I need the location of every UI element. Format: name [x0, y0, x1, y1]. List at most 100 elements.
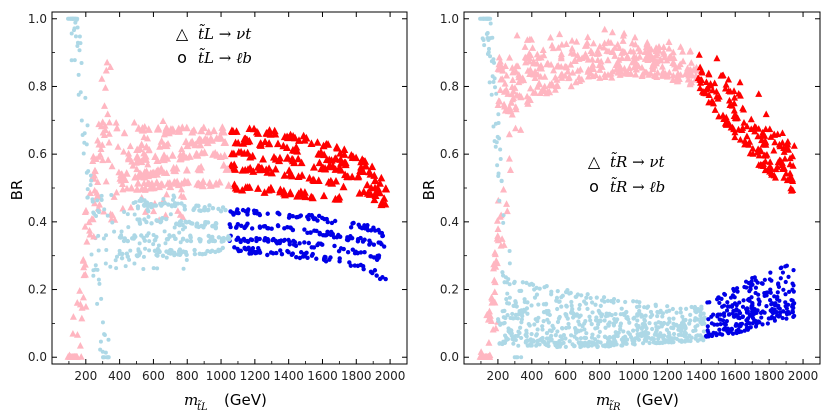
data-point-circle [530, 282, 536, 287]
data-point-circle [239, 223, 244, 229]
data-point-circle [188, 238, 194, 244]
right-y-ticks: 0.0 0.2 0.4 0.6 0.8 1.0 [440, 12, 820, 364]
data-point-circle [560, 336, 565, 342]
data-point-triangle [145, 146, 153, 154]
data-point-circle [103, 261, 108, 266]
data-point-triangle [283, 154, 292, 162]
data-point-triangle [144, 125, 153, 133]
data-point-circle [151, 266, 156, 271]
data-point-circle [566, 321, 571, 327]
data-point-circle [655, 309, 660, 315]
data-point-triangle [526, 54, 534, 61]
data-point-triangle [570, 57, 578, 64]
x-tick-label: 1000 [618, 369, 649, 383]
data-point-triangle [628, 39, 636, 47]
data-point-triangle [546, 88, 554, 96]
data-point-triangle [340, 145, 349, 153]
data-point-triangle [746, 149, 754, 157]
data-point-circle [91, 273, 96, 278]
data-point-triangle [126, 142, 134, 150]
data-point-triangle [709, 86, 717, 94]
data-point-triangle [498, 63, 506, 70]
data-point-circle [205, 220, 211, 225]
data-point-circle [532, 322, 537, 327]
data-point-circle [584, 331, 589, 336]
data-point-triangle [230, 160, 239, 169]
data-point-triangle [231, 138, 240, 147]
data-point-circle [109, 193, 114, 198]
data-point-circle [282, 226, 287, 231]
data-point-triangle [492, 257, 500, 264]
data-point-circle [368, 240, 373, 246]
data-point-circle [357, 224, 363, 230]
data-point-circle [627, 320, 632, 325]
data-point-circle [238, 239, 243, 245]
data-point-circle [172, 250, 177, 256]
data-point-circle [635, 324, 640, 329]
data-point-circle [72, 58, 77, 63]
data-point-triangle [110, 193, 118, 200]
data-point-triangle [121, 129, 129, 137]
data-point-triangle [490, 264, 498, 272]
data-point-triangle [339, 182, 348, 191]
data-point-triangle [120, 147, 128, 155]
data-point-triangle [486, 314, 494, 321]
data-point-circle [184, 258, 189, 263]
data-point-circle [606, 323, 611, 328]
data-point-circle [524, 328, 529, 333]
data-point-triangle [170, 166, 178, 174]
data-point-triangle [567, 60, 575, 68]
data-point-triangle [86, 230, 94, 238]
data-point-circle [585, 306, 590, 312]
data-point-circle [235, 207, 240, 212]
data-point-circle [245, 238, 250, 244]
data-point-triangle [509, 76, 517, 83]
x-tick-label: 600 [554, 369, 577, 383]
data-point-circle [493, 121, 498, 126]
data-point-circle [245, 212, 250, 217]
data-point-circle [648, 314, 653, 319]
data-point-triangle [520, 76, 528, 84]
data-point-circle [276, 239, 282, 244]
data-point-circle [496, 174, 501, 179]
data-point-triangle [153, 156, 162, 164]
data-point-triangle [174, 207, 182, 214]
data-point-triangle [140, 179, 148, 186]
data-point-circle [669, 325, 674, 330]
data-point-circle [162, 229, 167, 234]
data-point-circle [304, 250, 309, 255]
data-point-circle [774, 309, 779, 315]
data-point-circle [352, 251, 358, 256]
data-point-circle [100, 349, 105, 354]
data-point-circle [730, 293, 736, 298]
y-tick-label: 1.0 [28, 12, 47, 26]
data-point-triangle [766, 125, 774, 133]
data-point-circle [142, 198, 147, 203]
data-point-triangle [557, 54, 565, 62]
data-point-triangle [348, 153, 357, 161]
data-point-triangle [371, 176, 380, 185]
data-point-triangle [660, 48, 668, 56]
data-point-circle [119, 235, 124, 240]
data-point-triangle [313, 138, 322, 146]
data-point-circle [739, 329, 744, 334]
data-point-circle [511, 341, 516, 346]
data-point-triangle [540, 51, 548, 59]
data-point-triangle [790, 142, 798, 149]
data-point-triangle [766, 162, 774, 170]
data-point-triangle [255, 140, 264, 148]
data-point-circle [590, 300, 595, 305]
data-point-circle [164, 216, 169, 222]
data-point-triangle [679, 47, 687, 55]
data-point-circle [290, 227, 295, 233]
data-point-circle [351, 220, 356, 226]
data-point-circle [602, 343, 607, 349]
data-point-circle [783, 292, 788, 297]
data-point-triangle [785, 146, 793, 153]
data-point-circle [623, 299, 628, 305]
right-x-axis-label: m t̃R (GeV) [596, 391, 679, 413]
data-point-circle [586, 340, 592, 345]
data-point-triangle [572, 78, 580, 86]
left-marks [64, 16, 391, 360]
data-point-triangle [79, 293, 87, 301]
